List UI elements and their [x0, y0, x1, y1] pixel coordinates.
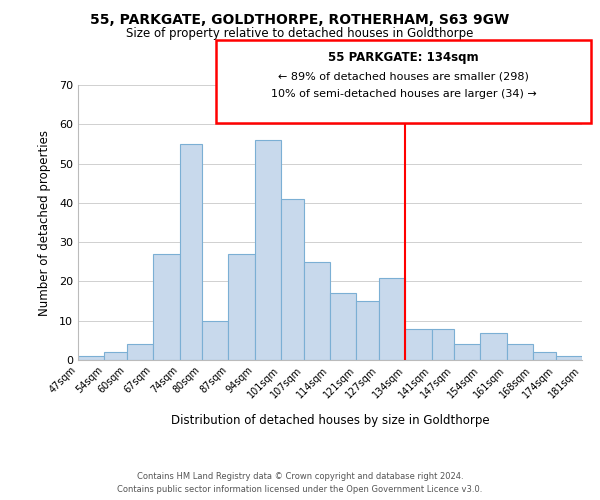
Text: 10% of semi-detached houses are larger (34) →: 10% of semi-detached houses are larger (… — [271, 89, 536, 99]
Text: ← 89% of detached houses are smaller (298): ← 89% of detached houses are smaller (29… — [278, 72, 529, 82]
Bar — [330, 293, 356, 360]
Bar — [454, 344, 481, 360]
Bar — [405, 328, 431, 360]
Bar — [379, 278, 405, 360]
Bar — [255, 140, 281, 360]
Bar — [481, 332, 507, 360]
Bar — [153, 254, 179, 360]
Bar — [127, 344, 153, 360]
Bar — [104, 352, 127, 360]
Bar — [78, 356, 104, 360]
Y-axis label: Number of detached properties: Number of detached properties — [38, 130, 50, 316]
Text: Contains public sector information licensed under the Open Government Licence v3: Contains public sector information licen… — [118, 485, 482, 494]
Text: 55, PARKGATE, GOLDTHORPE, ROTHERHAM, S63 9GW: 55, PARKGATE, GOLDTHORPE, ROTHERHAM, S63… — [91, 12, 509, 26]
Bar — [507, 344, 533, 360]
Text: Size of property relative to detached houses in Goldthorpe: Size of property relative to detached ho… — [127, 28, 473, 40]
Bar — [556, 356, 582, 360]
Text: 55 PARKGATE: 134sqm: 55 PARKGATE: 134sqm — [328, 52, 479, 64]
Bar — [431, 328, 454, 360]
Bar — [533, 352, 556, 360]
Text: Contains HM Land Registry data © Crown copyright and database right 2024.: Contains HM Land Registry data © Crown c… — [137, 472, 463, 481]
Bar — [281, 199, 304, 360]
Bar — [304, 262, 330, 360]
Bar — [179, 144, 202, 360]
Bar — [202, 320, 229, 360]
X-axis label: Distribution of detached houses by size in Goldthorpe: Distribution of detached houses by size … — [170, 414, 490, 426]
Bar — [229, 254, 255, 360]
Bar — [356, 301, 379, 360]
